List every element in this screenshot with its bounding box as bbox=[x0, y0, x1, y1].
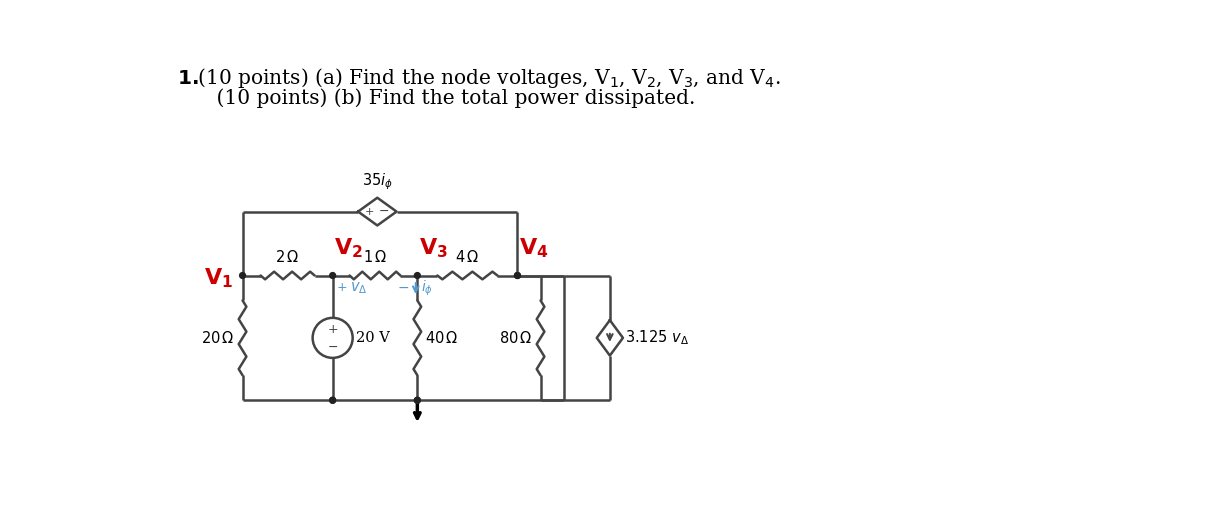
Text: $40\,\Omega$: $40\,\Omega$ bbox=[425, 330, 459, 346]
Circle shape bbox=[239, 272, 245, 279]
Text: $\mathbf{V_4}$: $\mathbf{V_4}$ bbox=[518, 237, 549, 260]
Circle shape bbox=[415, 272, 420, 279]
Text: $\mathbf{V_3}$: $\mathbf{V_3}$ bbox=[418, 237, 448, 260]
Text: −: − bbox=[327, 342, 338, 354]
Text: +: + bbox=[327, 323, 338, 336]
Circle shape bbox=[329, 397, 336, 403]
Circle shape bbox=[415, 397, 420, 403]
Circle shape bbox=[515, 272, 521, 279]
Text: $35i_\phi$: $35i_\phi$ bbox=[362, 171, 393, 191]
Circle shape bbox=[515, 272, 521, 279]
Text: $2\,\Omega$: $2\,\Omega$ bbox=[276, 249, 299, 265]
Circle shape bbox=[329, 272, 336, 279]
Text: $80\,\Omega$: $80\,\Omega$ bbox=[499, 330, 533, 346]
Text: $20\,\Omega$: $20\,\Omega$ bbox=[201, 330, 235, 346]
Circle shape bbox=[329, 397, 336, 403]
Text: −: − bbox=[379, 205, 389, 218]
Text: $1\,\Omega$: $1\,\Omega$ bbox=[362, 249, 387, 265]
Text: (10 points) (b) Find the total power dissipated.: (10 points) (b) Find the total power dis… bbox=[192, 89, 695, 108]
Text: +: + bbox=[365, 206, 375, 217]
Circle shape bbox=[415, 397, 420, 403]
Text: $\mathbf{V_1}$: $\mathbf{V_1}$ bbox=[204, 266, 233, 290]
Text: $\mathbf{1.}$: $\mathbf{1.}$ bbox=[177, 69, 199, 88]
Text: $v_\Delta$: $v_\Delta$ bbox=[350, 280, 367, 295]
Text: $3.125\ v_\Delta$: $3.125\ v_\Delta$ bbox=[625, 329, 689, 347]
Text: +: + bbox=[337, 281, 348, 294]
Text: $\mathbf{V_2}$: $\mathbf{V_2}$ bbox=[334, 237, 364, 260]
Text: −: − bbox=[398, 281, 410, 295]
Text: $4\,\Omega$: $4\,\Omega$ bbox=[455, 249, 479, 265]
Text: $i_\phi$: $i_\phi$ bbox=[421, 279, 433, 298]
Text: (10 points) (a) Find the node voltages, V$_1$, V$_2$, V$_3$, and V$_4$.: (10 points) (a) Find the node voltages, … bbox=[192, 67, 781, 91]
Text: 20 V: 20 V bbox=[356, 331, 389, 345]
